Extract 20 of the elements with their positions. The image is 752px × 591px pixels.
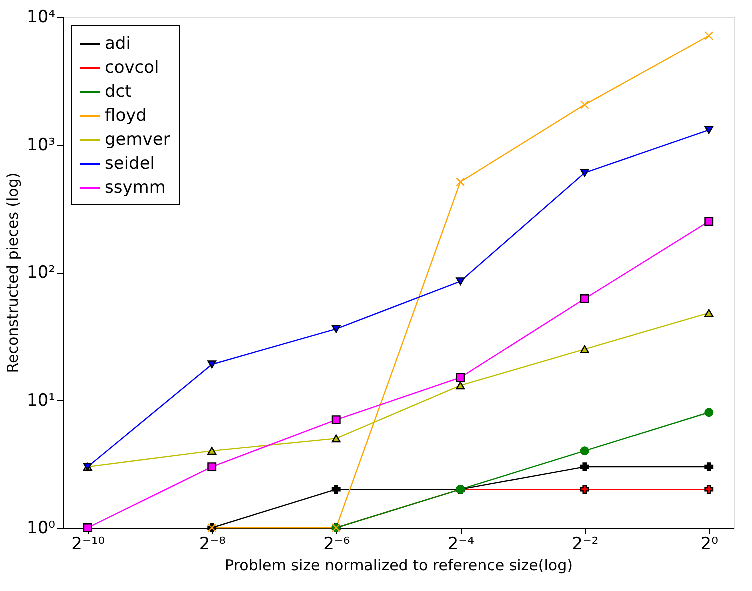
legend-label: covcol — [105, 58, 160, 78]
x-tick-label: 2⁻¹⁰ — [72, 534, 106, 554]
x-axis-title: Problem size normalized to reference size(log) — [225, 556, 573, 574]
y-tick-label: 10⁴ — [27, 8, 56, 28]
x-tick-label: 2⁻² — [572, 534, 599, 554]
y-axis-title: Reconstructed pieces (log) — [4, 172, 22, 374]
y-tick-label: 10¹ — [27, 390, 56, 411]
legend-label: ssymm — [105, 178, 166, 198]
y-tick-label: 10⁰ — [27, 518, 56, 538]
y-tick-label: 10² — [27, 263, 56, 283]
legend-label: seidel — [105, 154, 156, 174]
y-tick-label: 10³ — [27, 135, 56, 156]
legend-label: adi — [105, 34, 131, 54]
x-tick-label: 2⁰ — [700, 534, 719, 554]
x-tick-label: 2⁻⁸ — [199, 534, 226, 554]
legend-label: dct — [105, 82, 132, 102]
legend-label: floyd — [105, 106, 147, 126]
x-tick-label: 2⁻⁴ — [448, 534, 475, 554]
legend-label: gemver — [105, 130, 170, 150]
x-tick-label: 2⁻⁶ — [324, 534, 350, 554]
